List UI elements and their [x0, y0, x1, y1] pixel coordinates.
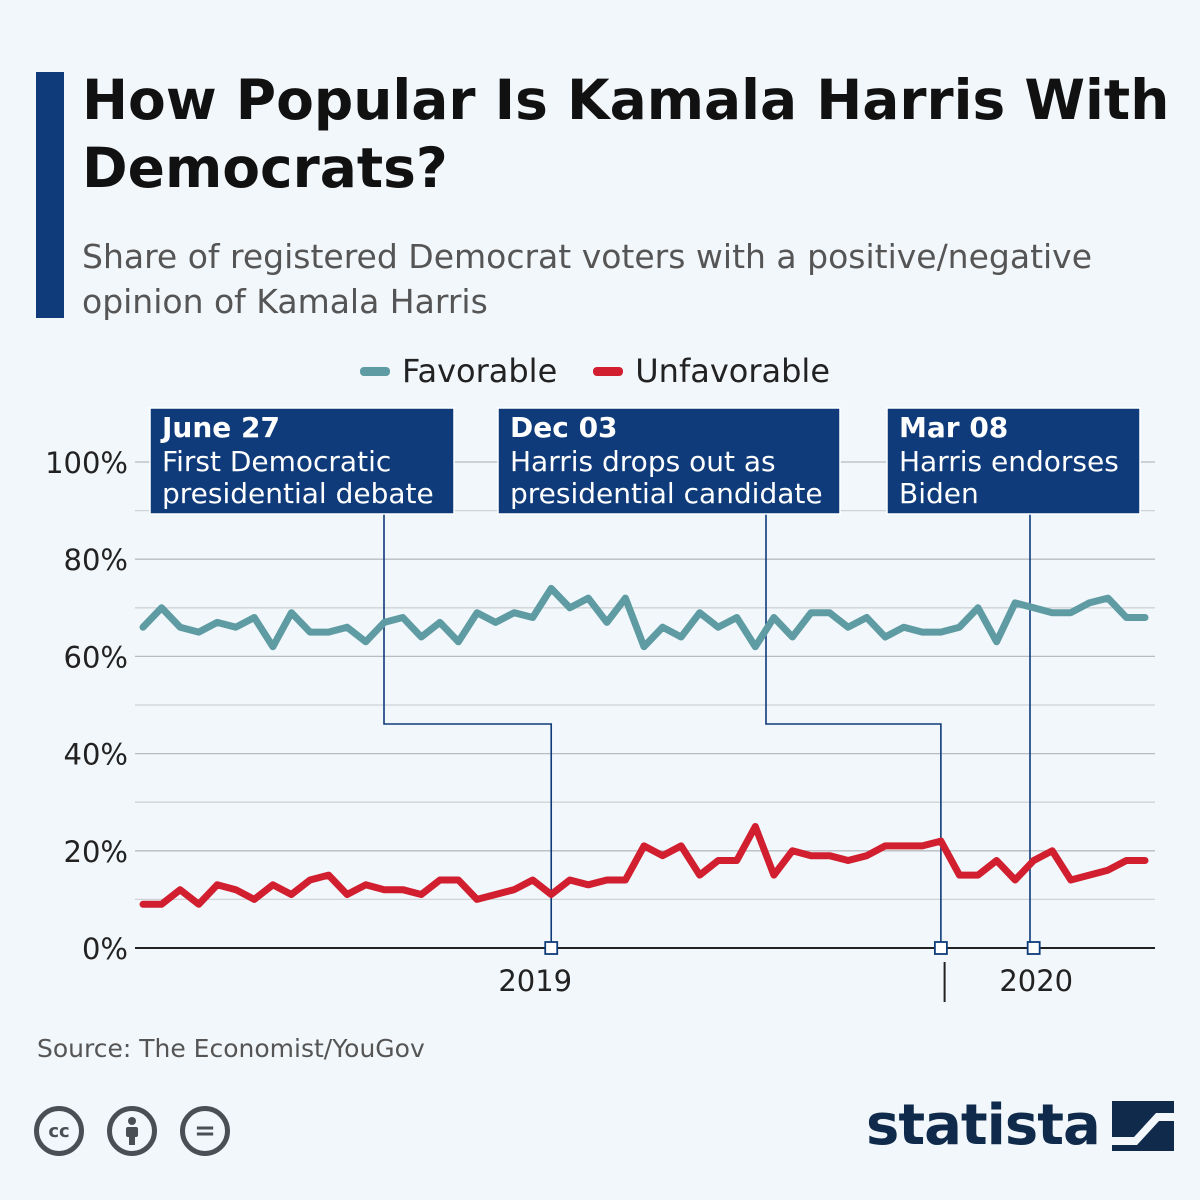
no-derivatives-icon[interactable]: =	[180, 1106, 230, 1156]
annotation-marker	[933, 941, 948, 955]
y-tick-label: 60%	[64, 640, 128, 674]
annotation-background	[149, 407, 455, 515]
annotation-marker	[544, 941, 559, 955]
annotation-text: Harris drops out as	[510, 445, 776, 478]
annotation-connector	[383, 512, 553, 944]
legend-label-favorable: Favorable	[402, 352, 558, 390]
annotation-text: presidential candidate	[510, 477, 823, 510]
y-tick-label: 0%	[82, 932, 128, 966]
annotation-text: Harris endorses	[899, 445, 1119, 478]
annotation-date: June 27	[160, 411, 280, 444]
annotation-background	[886, 407, 1141, 515]
legend-swatch-favorable	[360, 366, 390, 376]
license-icons: cc =	[34, 1106, 253, 1156]
series-line-favorable	[139, 584, 1149, 651]
annotation-text: presidential debate	[162, 477, 434, 510]
x-tick-label: 2020	[999, 964, 1073, 998]
page-title: How Popular Is Kamala Harris With Democr…	[82, 68, 1170, 200]
y-tick-label: 100%	[45, 446, 128, 480]
y-tick-label: 80%	[64, 543, 128, 577]
annotation-connector	[765, 512, 942, 944]
y-tick-label: 20%	[64, 835, 128, 869]
statista-mark-icon	[1111, 1100, 1174, 1151]
source-note: Source: The Economist/YouGov	[37, 1034, 425, 1063]
accent-bar	[36, 72, 64, 318]
y-tick-label: 40%	[64, 738, 128, 772]
cc-icon[interactable]: cc	[34, 1106, 84, 1156]
legend-swatch-unfavorable	[593, 366, 624, 376]
statista-logo[interactable]: statista	[866, 1093, 1174, 1158]
annotation-background	[497, 407, 841, 515]
legend-item-favorable[interactable]: Favorable	[360, 352, 557, 390]
x-tick-label: 2019	[498, 964, 572, 998]
person-icon	[126, 1117, 138, 1145]
annotation-date: Mar 08	[899, 411, 1008, 444]
annotation-text: First Democratic	[162, 445, 391, 478]
legend: Favorable Unfavorable	[360, 352, 866, 390]
attribution-icon[interactable]	[107, 1106, 157, 1156]
legend-label-unfavorable: Unfavorable	[635, 352, 830, 390]
legend-item-unfavorable[interactable]: Unfavorable	[593, 352, 830, 390]
page-subtitle: Share of registered Democrat voters with…	[82, 237, 1093, 321]
annotation-text: Biden	[899, 477, 979, 510]
brand-name: statista	[866, 1093, 1101, 1158]
series-line-unfavorable	[139, 823, 1149, 908]
annotation-marker	[1026, 941, 1041, 955]
annotation-date: Dec 03	[510, 411, 618, 444]
